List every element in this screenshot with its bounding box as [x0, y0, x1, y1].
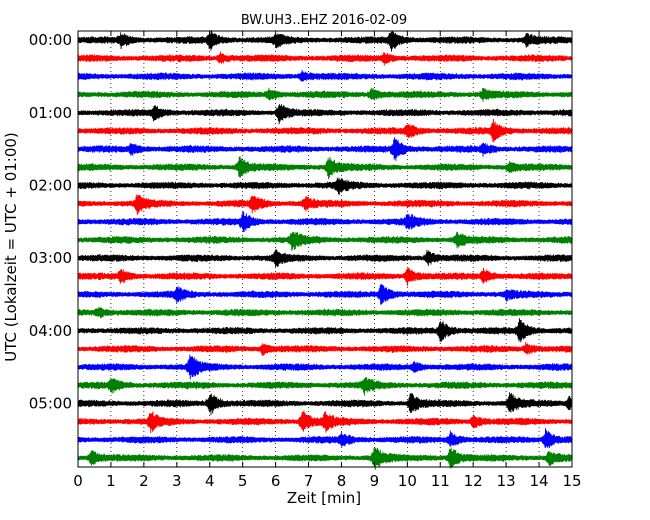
trace-0400: [77, 318, 573, 343]
x-tick-label: 1: [106, 472, 116, 490]
trace-0545: [77, 447, 573, 471]
trace-0330: [77, 283, 573, 305]
y-tick-label: 04:00: [29, 322, 72, 340]
trace-0245: [77, 231, 573, 251]
x-tick-label: 6: [271, 472, 281, 490]
x-axis-ticks: 0 1 2 3 4 5 6 7 8 9 10 11 12 13 14 15: [73, 31, 582, 490]
y-tick-label: 05:00: [29, 394, 72, 412]
trace-0145: [77, 156, 573, 180]
x-tick-label: 5: [238, 472, 248, 490]
trace-0300: [77, 248, 573, 267]
x-tick-label: 2: [139, 472, 149, 490]
trace-0100: [77, 104, 573, 125]
trace-0315: [77, 267, 573, 287]
x-tick-label: 14: [530, 472, 549, 490]
x-tick-label: 13: [497, 472, 516, 490]
x-tick-label: 11: [431, 472, 450, 490]
trace-0115: [77, 118, 573, 143]
y-tick-label: 02:00: [29, 176, 72, 194]
trace-0230: [77, 210, 573, 233]
trace-0200: [77, 177, 573, 195]
plot-area: [77, 30, 573, 471]
trace-0215: [77, 194, 573, 216]
x-tick-label: 8: [337, 472, 347, 490]
x-tick-label: 7: [304, 472, 314, 490]
trace-0515: [77, 410, 573, 434]
trace-0030: [77, 69, 573, 82]
trace-0000: [77, 30, 573, 52]
trace-0130: [77, 137, 573, 161]
x-tick-label: 15: [562, 472, 581, 490]
x-tick-label: 9: [370, 472, 380, 490]
y-tick-label: 00:00: [29, 31, 72, 49]
trace-0415: [77, 341, 573, 356]
grid-lines: [110, 31, 540, 467]
y-tick-label: 01:00: [29, 104, 72, 122]
trace-0530: [77, 428, 573, 449]
trace-0345: [77, 306, 573, 319]
trace-0430: [77, 354, 573, 380]
x-tick-label: 0: [73, 472, 83, 490]
x-tick-label: 3: [172, 472, 182, 490]
y-axis-ticks: 00:00 01:00 02:00 03:00 04:00 05:00: [29, 31, 83, 412]
trace-0500: [77, 392, 573, 416]
trace-0045: [77, 87, 573, 102]
plot-frame: [77, 30, 573, 468]
x-tick-label: 12: [464, 472, 483, 490]
y-tick-label: 03:00: [29, 249, 72, 267]
trace-0015: [77, 51, 573, 66]
x-axis-label: Zeit [min]: [287, 489, 361, 507]
x-tick-label: 4: [205, 472, 215, 490]
y-axis-label: UTC (Lokalzeit = UTC + 01:00): [2, 132, 20, 362]
seismogram-traces: [77, 30, 573, 471]
x-tick-label: 10: [398, 472, 417, 490]
trace-0445: [77, 376, 573, 396]
chart-title: BW.UH3..EHZ 2016-02-09: [241, 13, 407, 28]
